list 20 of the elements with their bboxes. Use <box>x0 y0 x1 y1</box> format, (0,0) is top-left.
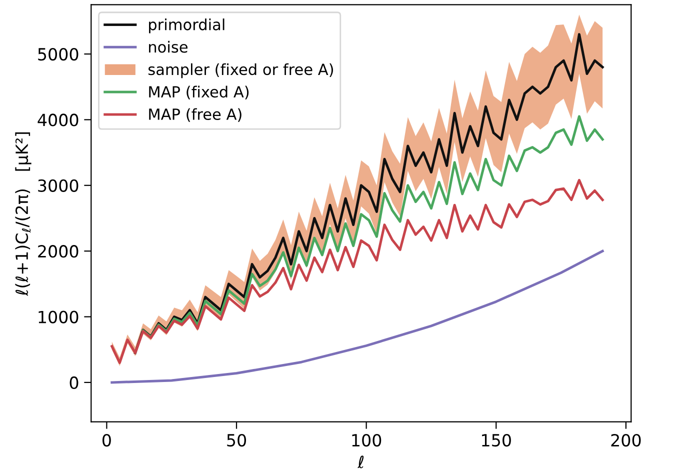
y-tick-label: 3000 <box>38 179 78 192</box>
legend-label: sampler (fixed or free A) <box>148 63 333 78</box>
legend-label: primordial <box>149 18 224 34</box>
y-tick-label: 4000 <box>38 114 78 126</box>
y-tick-label: 1000 <box>38 310 78 324</box>
line-series <box>110 250 604 384</box>
y-tick-label: 5000 <box>38 48 78 61</box>
x-axis-title: ℓ <box>357 456 364 468</box>
x-tick-label: 100 <box>352 434 382 447</box>
x-tick-label: 200 <box>611 434 641 447</box>
y-tick-label: 2000 <box>38 245 78 258</box>
x-tick-label: 50 <box>227 434 246 447</box>
legend-label: MAP (fixed A) <box>149 86 249 100</box>
y-axis-title: ℓ(ℓ+1)C$_{ℓ}$/(2π) [μK²] <box>15 132 32 296</box>
legend-label: noise <box>149 40 188 53</box>
y-tick-label: 0 <box>70 376 78 390</box>
x-tick-label: 0 <box>102 434 111 447</box>
legend-label: MAP (free A) <box>149 108 242 122</box>
x-tick-label: 150 <box>482 434 511 447</box>
line-series <box>110 178 604 364</box>
